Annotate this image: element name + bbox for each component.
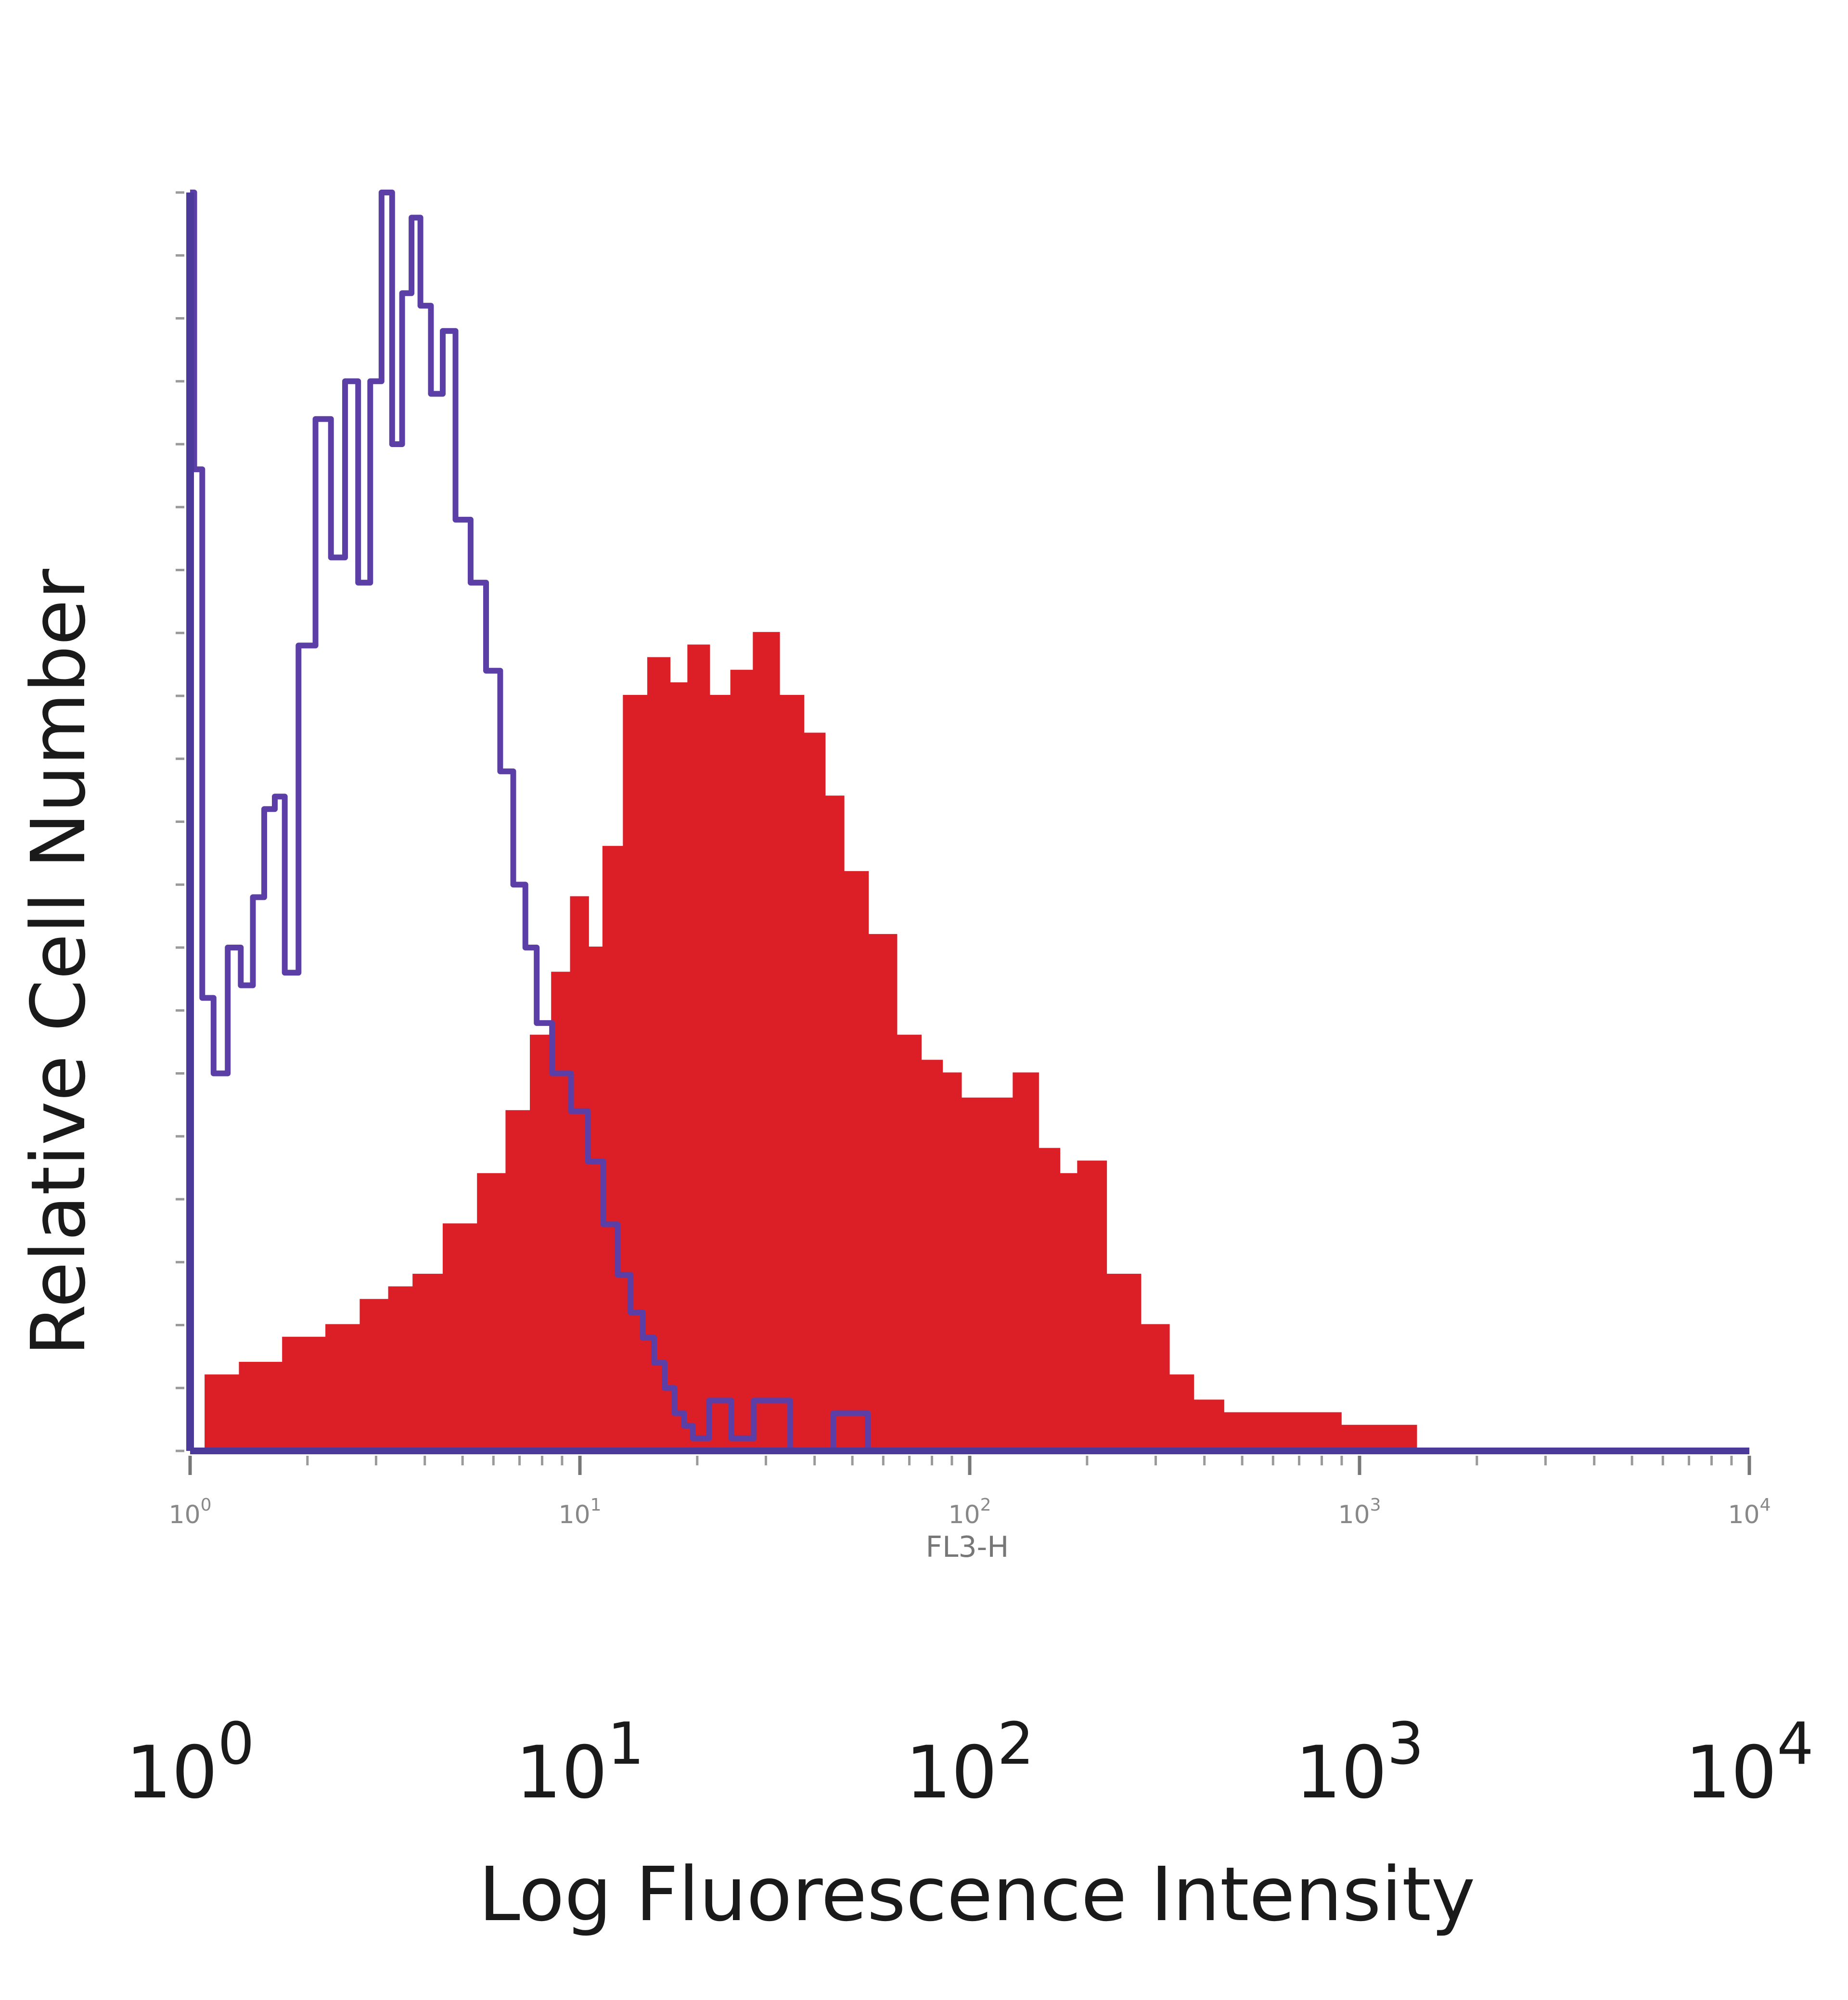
inner-x-tick-label: 102 <box>948 1495 991 1529</box>
inner-x-axis-label: FL3-H <box>926 1530 1009 1564</box>
x-tick-label: 101 <box>515 1711 644 1815</box>
x-tick-label: 103 <box>1295 1711 1424 1815</box>
x-axis-label: Log Fluorescence Intensity <box>478 1851 1475 1938</box>
inner-x-tick-label: 104 <box>1728 1495 1771 1529</box>
y-axis-label: Relative Cell Number <box>15 569 102 1356</box>
x-tick-label: 100 <box>126 1711 254 1815</box>
x-tick-label: 102 <box>905 1711 1034 1815</box>
inner-x-tick-label: 101 <box>558 1495 601 1529</box>
histogram-outline-series <box>190 190 970 1454</box>
x-tick-label: 104 <box>1685 1711 1813 1815</box>
histogram-filled-series <box>190 632 1428 1452</box>
inner-x-tick-label: 100 <box>168 1495 211 1529</box>
inner-x-tick-label: 103 <box>1338 1495 1381 1529</box>
